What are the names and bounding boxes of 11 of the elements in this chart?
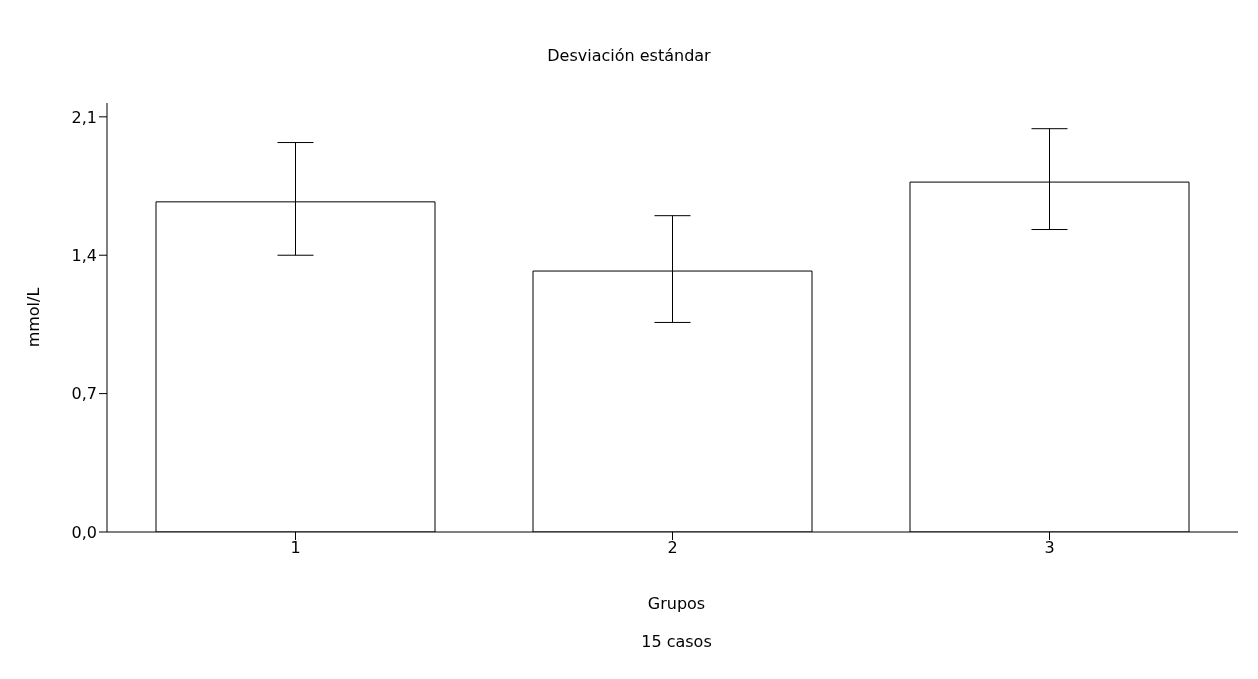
x-axis-title: Grupos <box>646 594 707 613</box>
chart-title: Desviación estándar <box>546 46 712 65</box>
y-tick-label: 0,7 <box>71 384 97 404</box>
x-tick-label: 1 <box>290 538 301 558</box>
text: 15 casos <box>640 632 713 651</box>
y-tick-label: 1,4 <box>71 245 97 265</box>
y-tick-label: 2,1 <box>71 107 97 127</box>
y-tick-label: 0,0 <box>71 522 97 542</box>
y-axis-title: mmol/L <box>23 287 43 348</box>
x-tick-label: 3 <box>1044 538 1055 558</box>
x-tick-label: 2 <box>667 538 678 558</box>
